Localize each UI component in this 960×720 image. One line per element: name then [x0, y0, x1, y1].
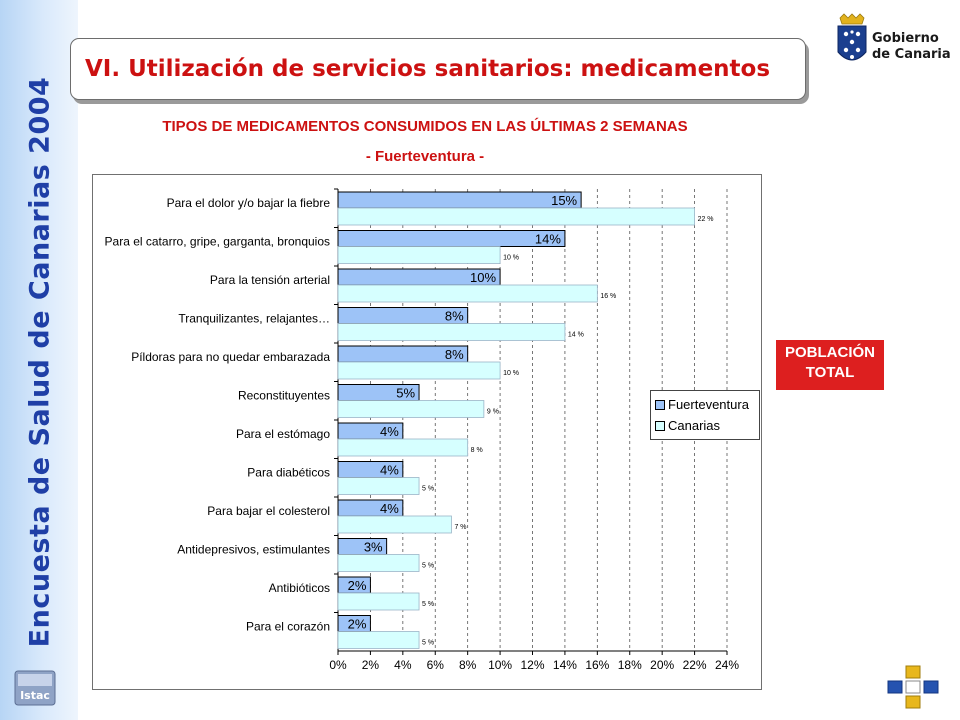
bar-canarias	[337, 246, 501, 264]
x-tick-label: 24%	[715, 658, 739, 672]
x-tick-label: 8%	[459, 658, 477, 672]
category-label: Antibióticos	[269, 581, 330, 595]
data-label-canarias: 9 %	[487, 409, 499, 416]
category-label: Antidepresivos, estimulantes	[177, 543, 330, 557]
data-label-fuerteventura: 2%	[348, 617, 367, 632]
logo-line1: Gobierno	[872, 31, 939, 46]
gobierno-de-canarias-logo: Gobierno de Canarias	[837, 13, 950, 62]
data-label-fuerteventura: 5%	[396, 386, 415, 401]
plus-logo	[887, 665, 939, 709]
legend-item-canarias: Canarias	[655, 418, 720, 433]
category-label: Para el estómago	[236, 427, 330, 441]
istac-logo-text: Istac	[20, 689, 50, 702]
legend-swatch-canarias	[655, 420, 665, 431]
data-label-canarias: 16 %	[600, 293, 616, 300]
bar-fuerteventura	[337, 191, 582, 209]
data-label-fuerteventura: 8%	[445, 309, 464, 324]
data-label-fuerteventura: 4%	[380, 463, 399, 478]
data-label-fuerteventura: 4%	[380, 424, 399, 439]
bar-canarias	[337, 284, 598, 303]
legend-swatch-fuerteventura	[655, 399, 665, 410]
x-tick-label: 2%	[362, 658, 380, 672]
badge-line1: POBLACIÓN	[785, 344, 875, 361]
chart-subtitle: - Fuerteventura -	[365, 148, 485, 165]
x-tick-label: 10%	[488, 658, 512, 672]
bar-canarias	[337, 207, 695, 226]
data-label-canarias: 5 %	[422, 640, 434, 647]
legend-label-fuerteventura: Fuerteventura	[668, 397, 749, 412]
x-tick-label: 4%	[394, 658, 412, 672]
x-tick-label: 0%	[329, 658, 347, 672]
bar-canarias	[337, 592, 420, 611]
category-label: Para diabéticos	[247, 466, 330, 480]
bar-fuerteventura	[337, 230, 566, 247]
istac-logo: Istac	[14, 670, 56, 706]
data-label-fuerteventura: 2%	[348, 578, 367, 593]
data-label-canarias: 10 %	[503, 255, 519, 262]
chart-legend: Fuerteventura Canarias	[650, 390, 760, 440]
legend-item-fuerteventura: Fuerteventura	[655, 397, 749, 412]
category-label: Tranquilizantes, relajantes…	[178, 312, 330, 326]
bar-canarias	[337, 400, 485, 418]
data-label-fuerteventura: 10%	[470, 270, 496, 285]
bar-canarias	[337, 323, 566, 341]
category-label: Para el corazón	[246, 620, 330, 634]
badge-line2: TOTAL	[805, 364, 855, 381]
category-label: Para el dolor y/o bajar la fiebre	[167, 196, 331, 210]
data-label-canarias: 14 %	[568, 332, 584, 339]
bar-canarias	[337, 477, 420, 495]
x-tick-label: 12%	[520, 658, 544, 672]
bar-canarias	[337, 438, 469, 457]
bar-chart: 0% 2% 4% 6% 8% 10% 12% 14% 16% 18% 20% 22% 24% Para e…	[105, 188, 739, 672]
data-label-fuerteventura: 4%	[380, 501, 399, 516]
logo-line2: de Canarias	[872, 47, 950, 62]
category-label: Píldoras para no quedar embarazada	[131, 350, 330, 364]
poblacion-total-badge: POBLACIÓN TOTAL	[776, 340, 884, 390]
x-tick-label: 22%	[683, 658, 707, 672]
data-label-fuerteventura: 14%	[535, 232, 561, 247]
data-label-canarias: 10 %	[503, 370, 519, 377]
category-label: Para el catarro, gripe, garganta, bronqu…	[105, 235, 330, 249]
category-label: Reconstituyentes	[238, 389, 330, 403]
x-tick-label: 6%	[427, 658, 445, 672]
x-tick-label: 14%	[553, 658, 577, 672]
data-label-canarias: 22 %	[698, 216, 714, 223]
category-label: Para la tensión arterial	[210, 273, 330, 287]
legend-label-canarias: Canarias	[668, 418, 721, 433]
bar-canarias	[337, 631, 420, 649]
section-title-box: VI. Utilización de servicios sanitarios:…	[70, 38, 806, 100]
data-label-fuerteventura: 3%	[364, 540, 383, 555]
data-label-fuerteventura: 8%	[445, 347, 464, 362]
bar-canarias	[337, 554, 420, 572]
data-label-canarias: 8 %	[471, 447, 483, 454]
x-tick-label: 16%	[585, 658, 609, 672]
chart-title: TIPOS DE MEDICAMENTOS CONSUMIDOS EN LAS …	[162, 118, 688, 135]
data-label-fuerteventura: 15%	[551, 193, 577, 208]
bar-canarias	[337, 515, 452, 534]
x-tick-label: 18%	[618, 658, 642, 672]
category-label: Para bajar el colesterol	[207, 504, 330, 518]
survey-title: Encuesta de Salud de Canarias 2004	[24, 76, 56, 648]
data-label-canarias: 5 %	[422, 563, 434, 570]
data-label-canarias: 5 %	[422, 486, 434, 493]
bar-canarias	[337, 361, 501, 380]
data-label-canarias: 7 %	[454, 524, 466, 531]
sidebar: Encuesta de Salud de Canarias 2004 Istac	[0, 0, 78, 720]
data-label-canarias: 5 %	[422, 601, 434, 608]
section-title: VI. Utilización de servicios sanitarios:…	[85, 56, 771, 82]
x-tick-label: 20%	[650, 658, 674, 672]
